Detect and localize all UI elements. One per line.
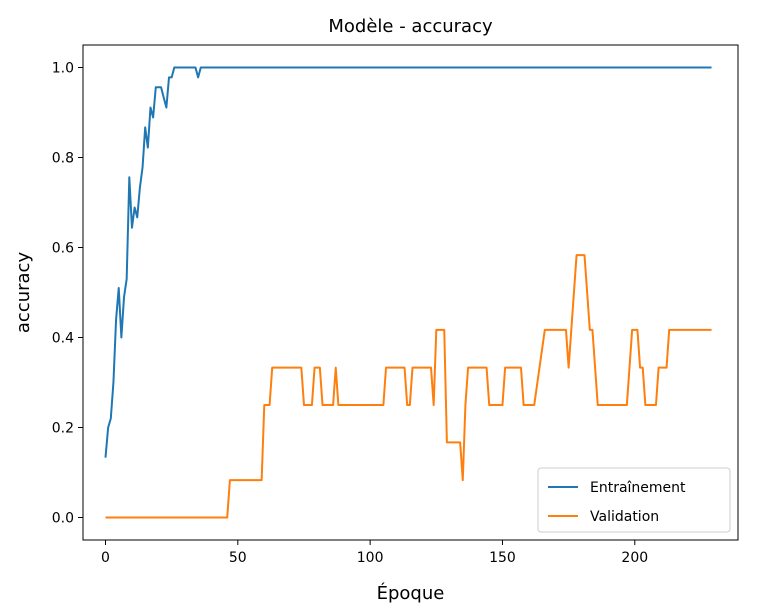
x-tick-label: 200 [621, 550, 648, 566]
legend-box [537, 467, 731, 533]
y-axis-label: accuracy [13, 252, 34, 334]
legend: Entraînement Validation [537, 467, 731, 533]
x-tick-label: 0 [101, 550, 110, 566]
y-tick-label: 1.0 [52, 61, 74, 77]
series-line-validation [105, 254, 712, 519]
x-tick-label: 50 [229, 550, 247, 566]
y-axis: 0.0 0.2 0.4 0.6 0.8 1.0 [52, 61, 83, 527]
series-line-entrainement [104, 66, 712, 458]
y-tick-label: 0.6 [52, 241, 74, 257]
x-tick-label: 150 [489, 550, 516, 566]
y-tick-label: 0.4 [52, 331, 74, 347]
legend-label: Entraînement [590, 480, 686, 496]
chart-title: Modèle - accuracy [328, 16, 493, 37]
y-tick-label: 0.2 [52, 421, 74, 437]
y-tick-label: 0.8 [52, 151, 74, 167]
series-layer [104, 66, 712, 519]
plot-area [82, 44, 739, 541]
x-axis: 0 50 100 150 200 [101, 540, 648, 566]
x-axis-label: Époque [377, 582, 445, 604]
y-tick-label: 0.0 [52, 511, 74, 527]
x-tick-label: 100 [357, 550, 384, 566]
plot-frame [82, 44, 739, 541]
legend-label: Validation [590, 509, 659, 525]
